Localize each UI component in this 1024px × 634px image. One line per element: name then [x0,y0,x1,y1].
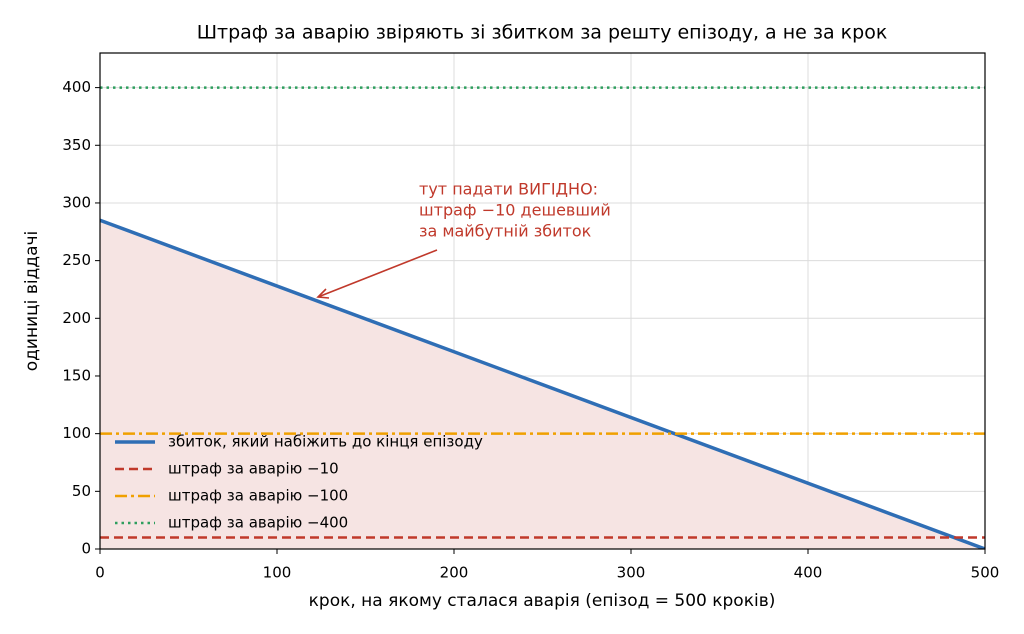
y-tick-label: 200 [62,309,91,327]
y-axis-label: одиниці віддачі [22,231,42,372]
y-tick-label: 250 [62,251,91,269]
legend-label: штраф за аварію −10 [168,460,339,478]
y-tick-label: 100 [62,424,91,442]
x-tick-label: 300 [617,564,646,582]
y-tick-label: 350 [62,136,91,154]
x-tick-label: 0 [95,564,105,582]
y-tick-label: 50 [72,482,91,500]
x-axis-label: крок, на якому сталася аварія (епізод = … [309,591,776,611]
x-tick-label: 100 [263,564,292,582]
x-tick-label: 200 [440,564,469,582]
annotation: за майбутній збиток [419,222,592,241]
y-tick-label: 400 [62,78,91,96]
x-tick-label: 400 [794,564,823,582]
plot-frame [99,52,986,550]
annotation: штраф −10 дешевший [419,201,611,220]
x-tick-label: 500 [971,564,1000,582]
legend-label: штраф за аварію −400 [168,514,348,532]
annotation-arrow [317,249,438,298]
series-line [100,218,985,549]
y-tick-label: 300 [62,193,91,211]
annotation: тут падати ВИГІДНО: [419,180,598,199]
annotation-arrowhead [316,288,330,299]
legend-label: штраф за аварію −100 [168,487,348,505]
y-tick-label: 150 [62,366,91,384]
chart-title: Штраф за аварію звіряють зі збитком за р… [197,22,888,44]
legend-label: збиток, який набіжить до кінця епізоду [168,433,483,451]
y-tick-label: 0 [81,540,91,558]
